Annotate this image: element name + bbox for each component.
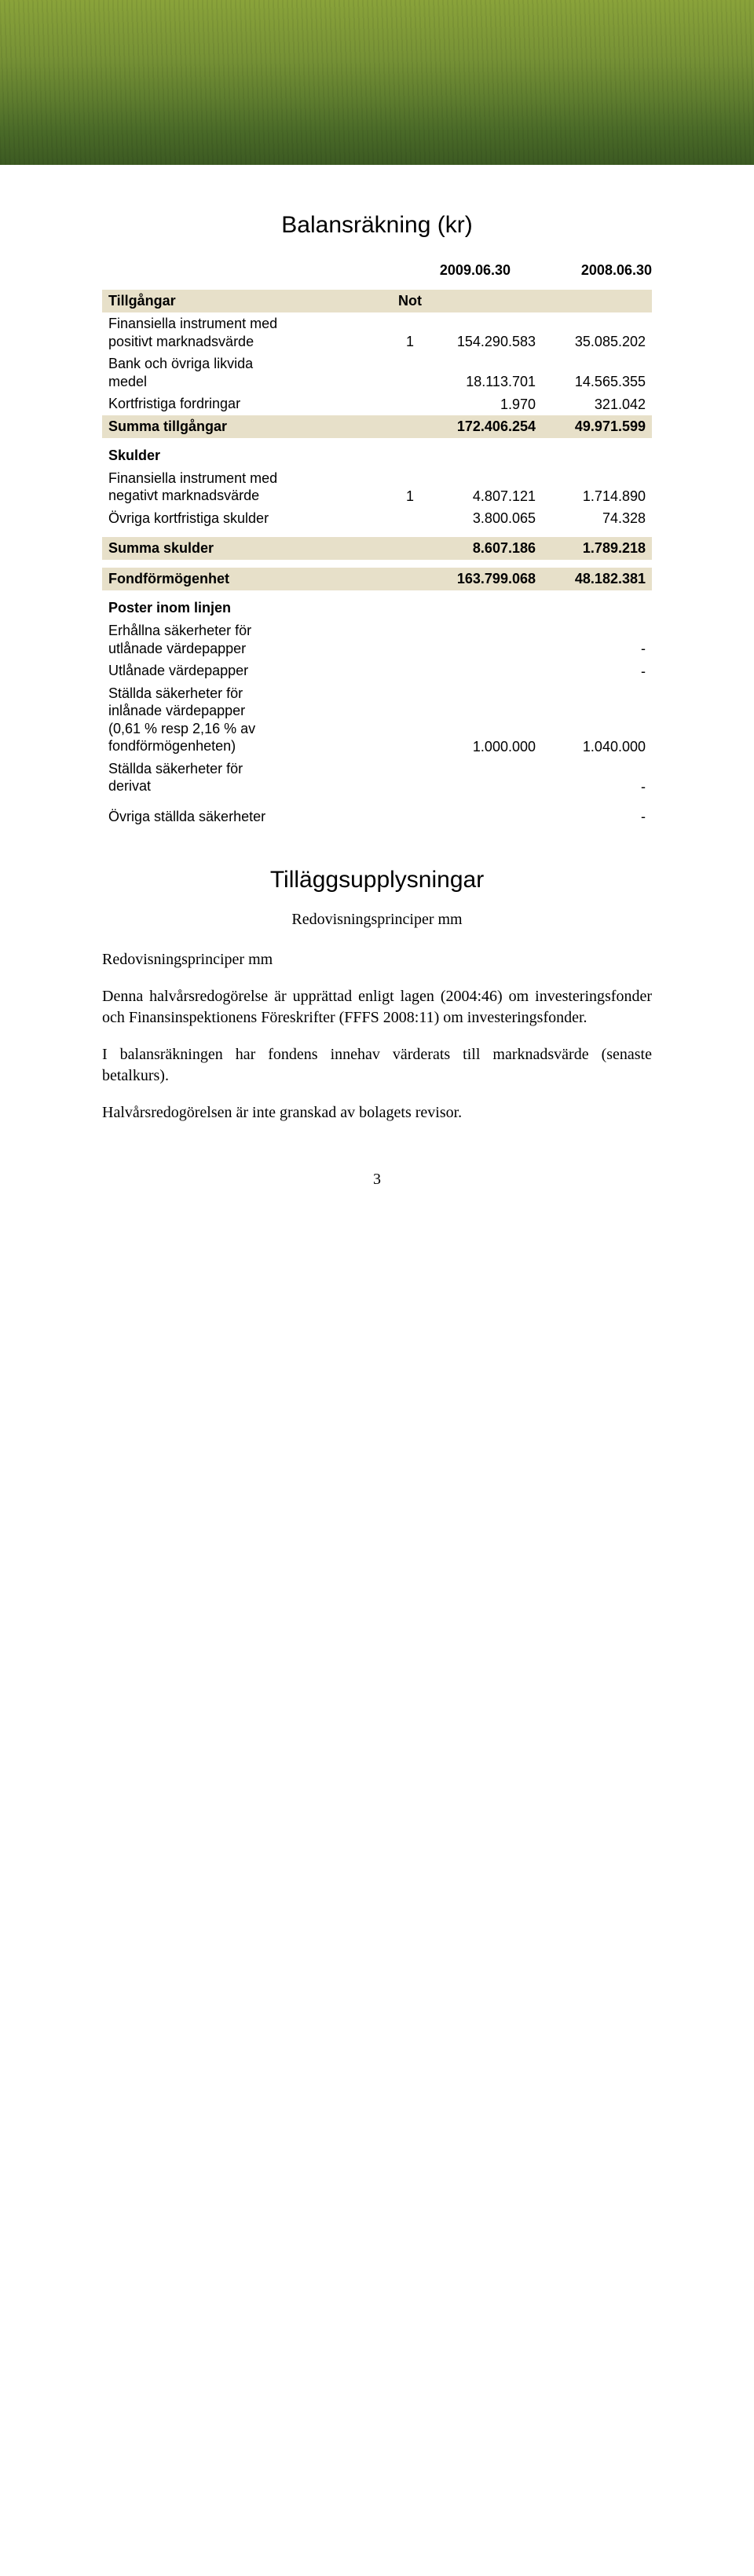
sum-label: Summa skulder (108, 540, 394, 557)
row-note: 1 (394, 488, 426, 505)
row-label: Kortfristiga fordringar (108, 395, 394, 413)
table-row: Övriga kortfristiga skulder 3.800.065 74… (102, 507, 652, 530)
liabilities-header: Skulder (102, 438, 652, 467)
row-v1: 4.807.121 (426, 488, 536, 505)
row-v1: 3.800.065 (426, 510, 536, 527)
supplementary-title: Tilläggsupplysningar (102, 867, 652, 893)
fund-v2: 48.182.381 (536, 571, 646, 587)
assets-label: Tillgångar (108, 293, 394, 309)
table-row: Ställda säkerheter för inlånade värdepap… (102, 682, 652, 758)
row-v2: - (536, 663, 646, 680)
row-label: Utlånade värdepapper (108, 662, 394, 680)
row-label: Övriga ställda säkerheter (108, 808, 394, 826)
paragraph: Halvårsredogörelsen är inte granskad av … (102, 1102, 652, 1124)
document-body: Balansräkning (kr) 2009.06.30 2008.06.30… (0, 165, 754, 1236)
table-row: Kortfristiga fordringar 1.970 321.042 (102, 393, 652, 415)
table-row: Utlånade värdepapper - (102, 660, 652, 682)
paragraph: I balansräkningen har fondens innehav vä… (102, 1044, 652, 1087)
row-label: Finansiella instrument med negativt mark… (108, 470, 394, 505)
table-row: Övriga ställda säkerheter - (102, 806, 652, 828)
principles-heading: Redovisningsprinciper mm (102, 949, 652, 970)
row-label: Ställda säkerheter för derivat (108, 760, 394, 795)
row-v2: - (536, 641, 646, 657)
sum-v1: 172.406.254 (426, 418, 536, 435)
row-v2: - (536, 779, 646, 795)
row-v2: 1.040.000 (536, 739, 646, 755)
row-v1: 154.290.583 (426, 334, 536, 350)
page-title: Balansräkning (kr) (102, 212, 652, 239)
row-v2: 321.042 (536, 396, 646, 413)
column-headers: 2009.06.30 2008.06.30 (102, 262, 652, 279)
paragraph: Denna halvårsredogörelse är upprättad en… (102, 986, 652, 1029)
row-v2: - (536, 809, 646, 825)
row-label: Erhållna säkerheter för utlånade värdepa… (108, 622, 394, 657)
row-v1: 1.970 (426, 396, 536, 413)
sum-v2: 1.789.218 (536, 540, 646, 557)
row-v2: 1.714.890 (536, 488, 646, 505)
table-row: Finansiella instrument med positivt mark… (102, 312, 652, 353)
row-label: Finansiella instrument med positivt mark… (108, 315, 394, 350)
fund-v1: 163.799.068 (426, 571, 536, 587)
row-label: Ställda säkerheter för inlånade värdepap… (108, 685, 394, 755)
sum-v2: 49.971.599 (536, 418, 646, 435)
table-row: Bank och övriga likvida medel 18.113.701… (102, 353, 652, 393)
supplementary-subtitle: Redovisningsprinciper mm (102, 911, 652, 929)
row-v1: 1.000.000 (426, 739, 536, 755)
row-v1: 18.113.701 (426, 374, 536, 390)
table-row: Finansiella instrument med negativt mark… (102, 467, 652, 507)
col-2009: 2009.06.30 (401, 262, 511, 279)
row-label: Övriga kortfristiga skulder (108, 510, 394, 528)
sum-label: Summa tillgångar (108, 418, 394, 435)
page-number: 3 (102, 1171, 652, 1189)
note-header: Not (394, 293, 426, 309)
table-row: Ställda säkerheter för derivat - (102, 758, 652, 798)
row-note: 1 (394, 334, 426, 350)
fund-label: Fondförmögenhet (108, 571, 394, 587)
hero-banner (0, 0, 754, 165)
fund-wealth: Fondförmögenhet 163.799.068 48.182.381 (102, 568, 652, 590)
sum-v1: 8.607.186 (426, 540, 536, 557)
row-v2: 35.085.202 (536, 334, 646, 350)
poster-header: Poster inom linjen (102, 590, 652, 619)
table-row: Erhållna säkerheter för utlånade värdepa… (102, 619, 652, 660)
assets-sum: Summa tillgångar 172.406.254 49.971.599 (102, 415, 652, 438)
row-label: Bank och övriga likvida medel (108, 355, 394, 390)
col-2008: 2008.06.30 (542, 262, 652, 279)
liabilities-sum: Summa skulder 8.607.186 1.789.218 (102, 537, 652, 560)
row-v2: 14.565.355 (536, 374, 646, 390)
assets-header: Tillgångar Not (102, 290, 652, 312)
row-v2: 74.328 (536, 510, 646, 527)
